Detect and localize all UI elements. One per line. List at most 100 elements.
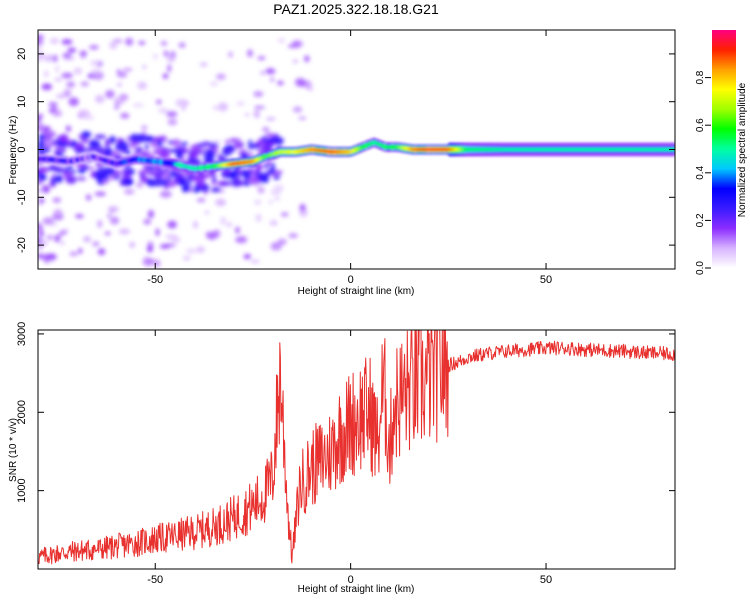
heatmap-noise-blob [298,116,307,121]
heatmap-cloud-blob [128,179,134,185]
heatmap-noise-blob [41,83,53,91]
heatmap-noise-blob [49,37,59,45]
heatmap-noise-blob [143,218,152,225]
heatmap-noise-blob [225,221,233,228]
heatmap-noise-blob [38,240,49,246]
heatmap-noise-blob [254,199,262,205]
heatmap-noise-blob [217,102,229,112]
heatmap-cloud-blob [172,138,182,148]
heatmap-noise-blob [199,62,208,67]
heatmap-noise-blob [104,231,111,236]
heatmap-noise-blob [69,251,79,257]
heatmap-noise-blob [113,105,120,110]
heatmap-scatter-blobs [38,34,314,268]
heatmap-noise-blob [274,196,280,201]
heatmap-noise-blob [235,235,248,244]
heatmap-y-axis-label: Frequency (Hz) [8,116,19,185]
heatmap-noise-blob [181,106,186,111]
heatmap-cloud-blob [81,131,92,138]
heatmap-cloud-blob [62,171,74,176]
colorbar-ticks: 0.0 0.2 0.4 0.6 0.8 [695,70,711,275]
heatmap-cloud-blob [274,137,284,145]
heatmap-noise-blob [38,246,43,252]
heatmap-cloud-blob [95,146,105,155]
heatmap-cloud-blob [231,178,242,187]
heatmap-noise-blob [228,51,233,58]
heatmap-noise-blob [52,197,62,203]
heatmap-noise-blob [167,118,178,126]
heatmap-noise-blob [88,44,99,50]
heatmap-noise-blob [67,47,77,53]
heatmap-x-tick-label: 50 [540,274,552,286]
heatmap-noise-blob [44,70,49,78]
heatmap-cloud-blob [78,166,86,175]
heatmap-noise-blob [277,80,284,86]
heatmap-noise-blob [236,101,246,106]
heatmap-noise-blob [280,212,289,217]
heatmap-cloud-blob [270,163,276,169]
heatmap-cloud-blob [114,169,120,177]
heatmap-noise-blob [94,94,105,104]
heatmap-cloud-blob [94,171,102,180]
heatmap-noise-blob [205,231,211,239]
snr-x-tick-label: -50 [147,574,163,586]
heatmap-noise-blob [260,70,266,75]
heatmap-noise-blob [209,81,218,87]
heatmap-cloud-blob [38,166,49,173]
heatmap-cloud-blob [167,149,178,153]
heatmap-cloud-blob [65,175,77,184]
heatmap-noise-blob [269,219,278,226]
heatmap-cloud-blob [217,153,223,160]
heatmap-noise-blob [243,253,252,260]
heatmap-cloud-blob [102,178,110,184]
heatmap-noise-blob [118,228,131,235]
heatmap-y-tick-label: 10 [16,96,28,108]
snr-y-axis-label: SNR (10 * v/v) [8,418,19,482]
heatmap-cloud-blob [205,149,213,156]
heatmap-noise-blob [178,42,186,48]
heatmap-cloud-blob [117,140,127,148]
heatmap-noise-blob [304,55,310,63]
heatmap-noise-blob [185,248,197,254]
heatmap-noise-blob [38,116,42,123]
heatmap-noise-blob [116,82,123,87]
heatmap-noise-blob [235,226,240,234]
heatmap-cloud-blob [75,143,82,150]
heatmap-noise-blob [287,44,296,49]
heatmap-cloud-blob [103,147,113,151]
heatmap-noise-blob [43,54,56,62]
heatmap-noise-blob [46,234,54,240]
heatmap-cloud-blob [218,180,228,187]
heatmap-noise-blob [253,90,264,98]
heatmap-noise-blob [60,229,69,233]
heatmap-cloud-blob [255,163,264,170]
heatmap-noise-blob [193,220,198,229]
heatmap-cloud-blob [70,140,78,146]
heatmap-noise-blob [90,69,103,74]
heatmap-ridge-blobs [38,137,675,174]
heatmap-noise-blob [299,203,306,212]
heatmap-cloud-blob [38,139,45,148]
heatmap-y-tick-label: 20 [16,48,28,60]
heatmap-cloud-blob [149,141,159,147]
heatmap-noise-blob [89,60,101,66]
heatmap-cloud-blob [46,167,57,171]
heatmap-noise-blob [196,198,206,203]
heatmap-cloud-blob [59,133,69,143]
heatmap-noise-blob [53,208,63,218]
heatmap-cloud-blob [162,146,168,151]
snr-series-line [38,330,675,565]
heatmap-cloud-blob [270,167,276,174]
heatmap-noise-blob [159,244,171,249]
heatmap-noise-blob [38,224,44,230]
heatmap-noise-blob [196,246,205,253]
heatmap-noise-blob [62,52,72,58]
heatmap-noise-blob [212,105,221,110]
heatmap-y-tick-label: -10 [16,189,28,205]
heatmap-noise-blob [132,103,144,107]
heatmap-cloud-blob [76,177,87,181]
heatmap-noise-blob [97,248,106,256]
heatmap-cloud-blob [44,131,50,140]
heatmap-noise-blob [39,198,46,203]
